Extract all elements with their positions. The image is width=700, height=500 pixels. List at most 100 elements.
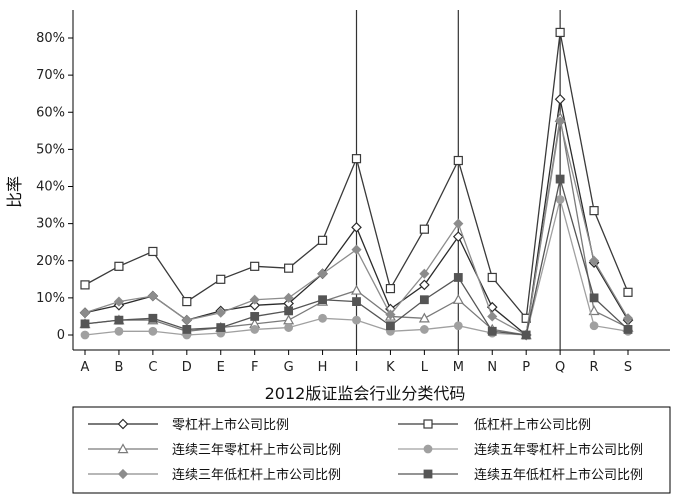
x-tick-label: S	[624, 360, 632, 375]
legend-label: 连续五年零杠杆上市公司比例	[474, 442, 643, 458]
data-point	[351, 244, 362, 255]
data-point	[419, 224, 429, 234]
data-point	[555, 174, 565, 184]
data-point	[487, 272, 497, 283]
data-point	[147, 290, 158, 302]
data-point	[555, 195, 565, 204]
data-point	[113, 296, 125, 307]
data-point	[215, 307, 226, 318]
data-point	[317, 268, 328, 279]
x-tick-label: P	[522, 360, 530, 375]
data-point	[555, 116, 566, 127]
plot-frame	[72, 10, 670, 351]
data-point	[453, 218, 464, 229]
x-tick-label: R	[590, 360, 599, 375]
x-tick-label: M	[453, 360, 464, 375]
legend-label: 连续三年低杠杆上市公司比例	[172, 467, 341, 483]
legend-marker	[423, 419, 433, 429]
data-point	[250, 312, 260, 321]
x-tick-label: G	[284, 360, 294, 375]
x-tick-label: B	[114, 360, 123, 375]
y-tick-label: 10%	[36, 291, 65, 306]
data-point	[351, 221, 362, 233]
data-point	[284, 323, 294, 332]
data-point	[418, 312, 430, 323]
legend-entry: 零杠杆上市公司比例	[88, 417, 289, 433]
data-point	[419, 295, 429, 305]
y-tick-label: 0	[57, 328, 65, 343]
legend-label: 连续三年零杠杆上市公司比例	[172, 442, 341, 458]
data-point	[80, 280, 90, 290]
x-tick-label: I	[355, 360, 359, 375]
x-tick-label: C	[148, 360, 157, 375]
x-tick-label: K	[386, 360, 395, 375]
data-point	[114, 326, 124, 336]
data-point	[589, 206, 599, 216]
data-point	[148, 326, 158, 336]
legend-entry: 连续五年低杠杆上市公司比例	[398, 467, 643, 483]
data-point	[79, 307, 91, 318]
x-axis-title: 2012版证监会行业分类代码	[265, 384, 466, 403]
data-point	[351, 154, 362, 164]
data-point	[283, 292, 294, 303]
legend-marker	[423, 469, 433, 479]
data-point	[623, 287, 633, 297]
data-point	[80, 330, 90, 340]
data-point	[114, 261, 124, 271]
data-point	[588, 305, 600, 316]
x-tick-label: D	[182, 360, 192, 375]
data-point	[181, 315, 192, 326]
series-layer	[79, 27, 634, 341]
data-point	[487, 326, 497, 336]
y-tick-label: 60%	[36, 105, 65, 120]
data-point	[385, 309, 396, 320]
data-point	[487, 311, 498, 322]
legend-entry: 连续五年零杠杆上市公司比例	[398, 442, 643, 458]
series-5	[79, 116, 634, 341]
data-point	[623, 325, 633, 334]
data-point	[250, 325, 260, 334]
data-point	[419, 268, 430, 279]
y-tick-label: 50%	[36, 142, 65, 157]
data-point	[453, 155, 463, 166]
legend-marker	[117, 468, 129, 480]
data-point	[284, 263, 294, 273]
legend-label: 连续五年低杠杆上市公司比例	[474, 467, 643, 483]
data-point	[80, 319, 90, 329]
y-axis: 0 10% 20% 30% 40% 50% 60% 70% 80%	[36, 31, 73, 343]
legend-box	[72, 406, 671, 494]
data-point	[419, 279, 430, 291]
data-point	[283, 314, 295, 325]
x-tick-label: H	[318, 360, 328, 375]
x-tick-label: L	[421, 360, 429, 375]
data-point	[318, 313, 327, 323]
series-4	[80, 195, 633, 340]
series-2	[80, 27, 633, 323]
x-tick-label: E	[217, 360, 225, 375]
data-point	[216, 323, 226, 332]
legend-entry: 连续三年零杠杆上市公司比例	[88, 442, 341, 458]
data-point	[182, 296, 192, 307]
y-tick-label: 30%	[36, 217, 65, 232]
legend-marker	[117, 443, 129, 454]
data-point	[148, 313, 158, 323]
data-point	[385, 283, 396, 294]
data-point	[350, 284, 363, 295]
data-point	[521, 330, 531, 340]
data-point	[622, 313, 634, 324]
data-point	[249, 299, 261, 311]
data-point	[114, 315, 124, 325]
legend-label: 零杠杆上市公司比例	[172, 417, 289, 433]
legend-marker	[117, 418, 129, 430]
data-point	[250, 261, 260, 271]
data-point	[317, 235, 328, 245]
data-point	[318, 295, 327, 305]
data-point	[554, 93, 566, 105]
data-point	[588, 255, 600, 266]
data-point	[589, 293, 599, 303]
series-6	[80, 174, 633, 340]
legend-entry: 低杠杆上市公司比例	[398, 417, 591, 433]
